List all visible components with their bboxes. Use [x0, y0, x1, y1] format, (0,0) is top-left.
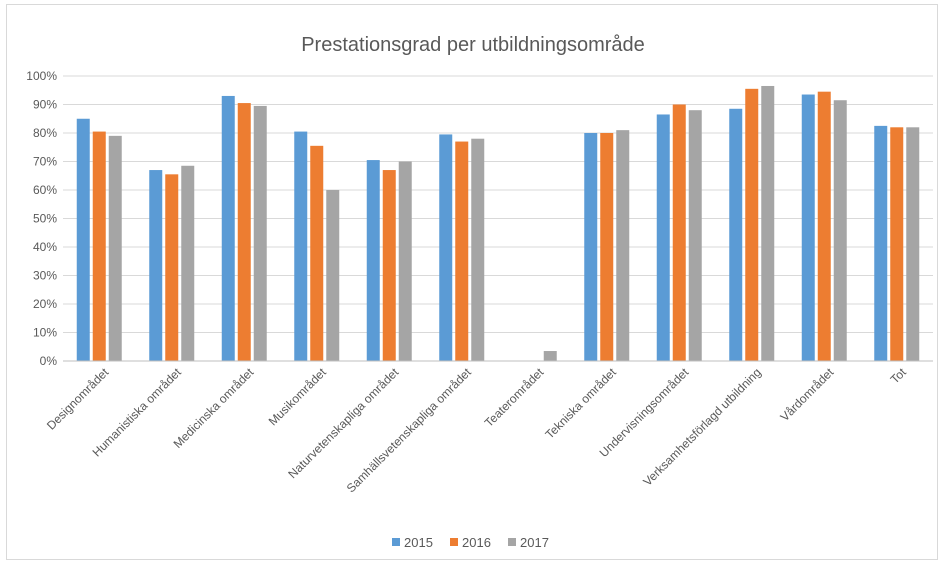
- legend-label-2017: 2017: [520, 535, 549, 550]
- bar-2016: [455, 141, 469, 361]
- bar-2015: [366, 160, 380, 361]
- y-tick-label: 10%: [33, 326, 57, 340]
- bar-2015: [729, 108, 743, 362]
- legend-swatch-2016: [450, 538, 458, 546]
- y-tick-label: 60%: [33, 183, 57, 197]
- y-axis-ticks: 0% 10% 20% 30% 40% 50% 60% 70% 80% 90% 100%: [26, 69, 57, 368]
- bar-2015: [584, 133, 598, 361]
- bar-2016: [890, 127, 904, 361]
- y-tick-label: 0%: [40, 354, 58, 368]
- x-category-label: Vårdområdet: [777, 365, 836, 424]
- bar-2015: [149, 170, 163, 361]
- bar-2016: [745, 88, 759, 361]
- bar-2017: [253, 105, 267, 361]
- legend-swatch-2015: [392, 538, 400, 546]
- bar-2017: [108, 135, 122, 361]
- y-tick-label: 20%: [33, 297, 57, 311]
- bar-2016: [817, 91, 831, 362]
- legend: 2015 2016 2017: [392, 535, 549, 550]
- y-tick-label: 80%: [33, 126, 57, 140]
- bar-2016: [92, 131, 106, 361]
- legend-swatch-2017: [508, 538, 516, 546]
- bar-2015: [76, 118, 90, 361]
- y-tick-label: 90%: [33, 98, 57, 112]
- bar-2015: [801, 94, 815, 362]
- y-tick-label: 50%: [33, 212, 57, 226]
- x-category-label: Tekniska området: [542, 365, 619, 442]
- bar-2017: [398, 161, 412, 361]
- x-category-label: Samhällsvetenskapliga området: [344, 365, 475, 496]
- x-category-label: Medicinska området: [171, 365, 257, 451]
- bar-2017: [761, 85, 775, 361]
- bar-2017: [688, 110, 702, 361]
- gridlines: [63, 75, 933, 333]
- x-category-label: Designområdet: [44, 365, 112, 433]
- bar-2017: [906, 127, 920, 361]
- x-category-label: Verksamhetsförlagd utbildning: [640, 365, 764, 489]
- bar-2017: [833, 100, 847, 361]
- chart-svg: Prestationsgrad per utbildningsområde 0%…: [26, 34, 933, 550]
- bar-2016: [165, 174, 179, 361]
- chart-area: Prestationsgrad per utbildningsområde 0%…: [6, 4, 938, 560]
- x-category-label: Musikområdet: [266, 365, 330, 429]
- y-tick-label: 70%: [33, 155, 57, 169]
- bar-2017: [616, 130, 630, 361]
- chart-title: Prestationsgrad per utbildningsområde: [301, 34, 645, 56]
- bar-2015: [874, 125, 888, 361]
- bar-2016: [310, 145, 324, 361]
- bar-2015: [294, 131, 308, 361]
- y-tick-label: 30%: [33, 269, 57, 283]
- bar-2015: [439, 134, 453, 361]
- bar-2017: [326, 190, 340, 361]
- y-tick-label: 40%: [33, 240, 57, 254]
- bar-2015: [221, 95, 235, 361]
- legend-label-2015: 2015: [404, 535, 433, 550]
- bar-2015: [656, 114, 670, 361]
- bar-2016: [382, 170, 396, 361]
- x-category-label: Teaterområdet: [482, 365, 547, 430]
- bars: [76, 85, 920, 362]
- bar-2016: [237, 103, 251, 361]
- bar-2017: [543, 351, 557, 361]
- bar-2017: [471, 138, 485, 361]
- bar-2016: [600, 133, 614, 361]
- legend-label-2016: 2016: [462, 535, 491, 550]
- y-tick-label: 100%: [26, 69, 57, 83]
- bar-2016: [672, 104, 686, 361]
- bar-2017: [181, 165, 195, 361]
- x-category-label: Tot: [888, 365, 910, 387]
